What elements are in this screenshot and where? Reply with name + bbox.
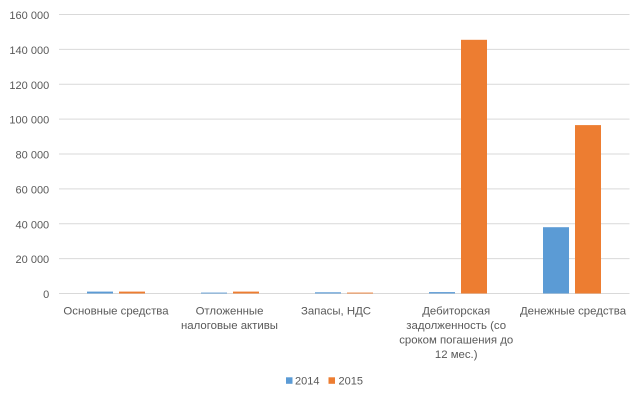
svg-text:Основные средства: Основные средства (63, 305, 169, 317)
svg-text:160 000: 160 000 (9, 10, 49, 22)
svg-text:120 000: 120 000 (9, 80, 49, 92)
svg-text:2015: 2015 (339, 376, 363, 388)
svg-text:налоговые активы: налоговые активы (181, 320, 278, 332)
svg-text:сроком погашения до: сроком погашения до (399, 335, 513, 347)
svg-text:40 000: 40 000 (16, 219, 50, 231)
svg-text:Денежные средства: Денежные средства (520, 305, 627, 317)
svg-text:60 000: 60 000 (16, 185, 50, 197)
svg-text:140 000: 140 000 (9, 45, 49, 57)
svg-text:80 000: 80 000 (16, 150, 50, 162)
svg-text:20 000: 20 000 (16, 254, 50, 266)
svg-text:Дебиторская: Дебиторская (422, 305, 490, 317)
svg-text:Отложенные: Отложенные (196, 305, 264, 317)
svg-text:12 мес.): 12 мес.) (435, 349, 478, 361)
svg-text:Запасы, НДС: Запасы, НДС (301, 305, 371, 317)
svg-text:задолженность (со: задолженность (со (406, 320, 506, 332)
svg-text:2014: 2014 (295, 376, 319, 388)
svg-text:0: 0 (43, 289, 49, 301)
svg-text:100 000: 100 000 (9, 115, 49, 127)
